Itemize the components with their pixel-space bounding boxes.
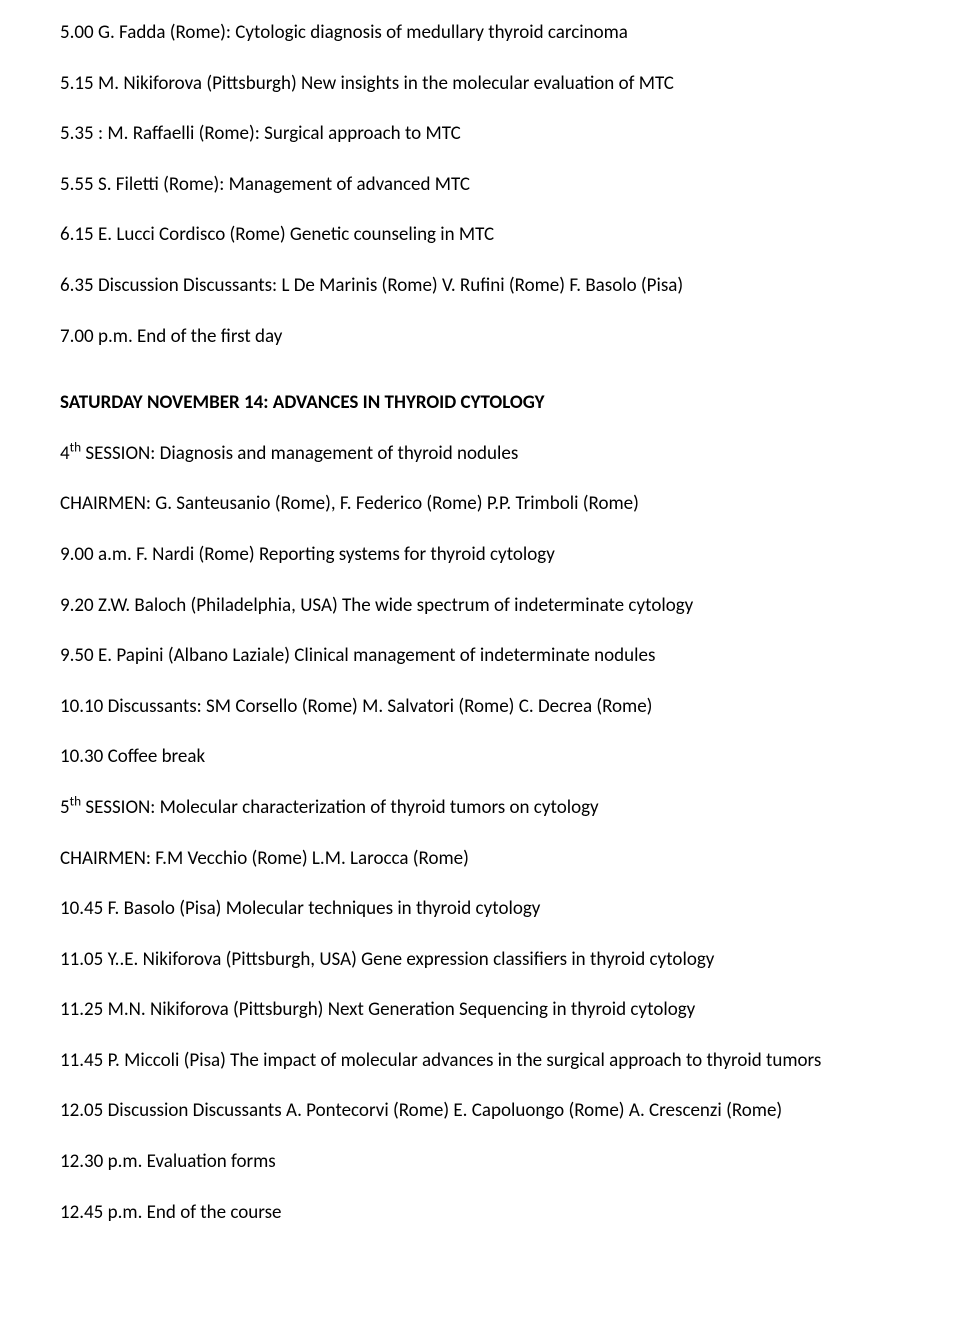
schedule-entry: 12.45 p.m. End of the course (60, 1200, 900, 1227)
day-heading: SATURDAY NOVEMBER 14: ADVANCES IN THYROI… (60, 390, 900, 417)
schedule-entry: 6.35 Discussion Discussants: L De Marini… (60, 273, 900, 300)
chairmen-line: CHAIRMEN: G. Santeusanio (Rome), F. Fede… (60, 491, 900, 518)
schedule-entry: 11.05 Y..E. Nikiforova (Pittsburgh, USA)… (60, 947, 900, 974)
schedule-entry: 10.10 Discussants: SM Corsello (Rome) M.… (60, 694, 900, 721)
session-4-title: 4th SESSION: Diagnosis and management of… (60, 441, 900, 468)
schedule-entry: 7.00 p.m. End of the first day (60, 324, 900, 351)
document-page: 5.00 G. Fadda (Rome): Cytologic diagnosi… (0, 0, 960, 1290)
schedule-entry: 9.00 a.m. F. Nardi (Rome) Reporting syst… (60, 542, 900, 569)
session-text: SESSION: Molecular characterization of t… (81, 796, 599, 819)
schedule-entry: 5.35 : M. Raffaelli (Rome): Surgical app… (60, 121, 900, 148)
schedule-entry: 9.20 Z.W. Baloch (Philadelphia, USA) The… (60, 593, 900, 620)
ordinal-suffix: th (70, 793, 81, 810)
schedule-entry: 6.15 E. Lucci Cordisco (Rome) Genetic co… (60, 222, 900, 249)
schedule-entry: 5.00 G. Fadda (Rome): Cytologic diagnosi… (60, 20, 900, 47)
session-text: SESSION: Diagnosis and management of thy… (81, 442, 518, 465)
session-5-title: 5th SESSION: Molecular characterization … (60, 795, 900, 822)
session-ordinal: 5 (60, 796, 70, 819)
ordinal-suffix: th (70, 438, 81, 455)
schedule-entry: 5.15 M. Nikiforova (Pittsburgh) New insi… (60, 71, 900, 98)
schedule-entry: 12.05 Discussion Discussants A. Pontecor… (60, 1098, 900, 1125)
session-ordinal: 4 (60, 442, 70, 465)
chairmen-line: CHAIRMEN: F.M Vecchio (Rome) L.M. Larocc… (60, 846, 900, 873)
schedule-entry: 11.45 P. Miccoli (Pisa) The impact of mo… (60, 1048, 900, 1075)
schedule-entry: 5.55 S. Filetti (Rome): Management of ad… (60, 172, 900, 199)
schedule-entry: 12.30 p.m. Evaluation forms (60, 1149, 900, 1176)
schedule-entry: 10.45 F. Basolo (Pisa) Molecular techniq… (60, 896, 900, 923)
schedule-entry: 9.50 E. Papini (Albano Laziale) Clinical… (60, 643, 900, 670)
schedule-entry: 10.30 Coffee break (60, 744, 900, 771)
schedule-entry: 11.25 M.N. Nikiforova (Pittsburgh) Next … (60, 997, 900, 1024)
